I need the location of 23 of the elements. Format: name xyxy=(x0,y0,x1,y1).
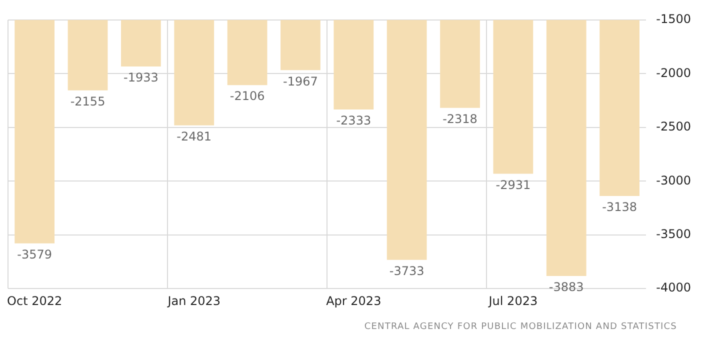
x-tick-label: Apr 2023 xyxy=(326,294,382,308)
text: CENTRAL AGENCY FOR PUBLIC MOBILIZATION AND STATISTICS xyxy=(364,322,677,332)
data-label: -3579 xyxy=(17,247,52,262)
y-tick-label: -3500 xyxy=(656,227,692,242)
data-label: -1967 xyxy=(283,74,318,88)
data-label: -3733 xyxy=(389,264,424,278)
data-label: -1933 xyxy=(124,70,158,85)
x-tick-label: Oct 2022 xyxy=(7,294,62,308)
x-tick-label: Jan 2023 xyxy=(166,294,221,308)
x-tick-label: Jul 2023 xyxy=(488,294,538,308)
data-label: -2106 xyxy=(230,89,265,104)
data-label: -2481 xyxy=(176,130,212,144)
data-label: -2333 xyxy=(336,114,372,128)
y-tick-label: -3000 xyxy=(656,173,692,188)
data-label: -3138 xyxy=(602,200,637,214)
y-tick-label: -2500 xyxy=(656,120,692,134)
data-label: -3883 xyxy=(548,280,584,294)
data-label: -2155 xyxy=(70,94,106,108)
y-tick-label: -1500 xyxy=(656,12,692,26)
data-label: -2318 xyxy=(442,112,478,126)
y-tick-label: -4000 xyxy=(656,280,692,295)
data-label: -2931 xyxy=(496,178,531,192)
y-tick-label: -2000 xyxy=(656,66,692,80)
